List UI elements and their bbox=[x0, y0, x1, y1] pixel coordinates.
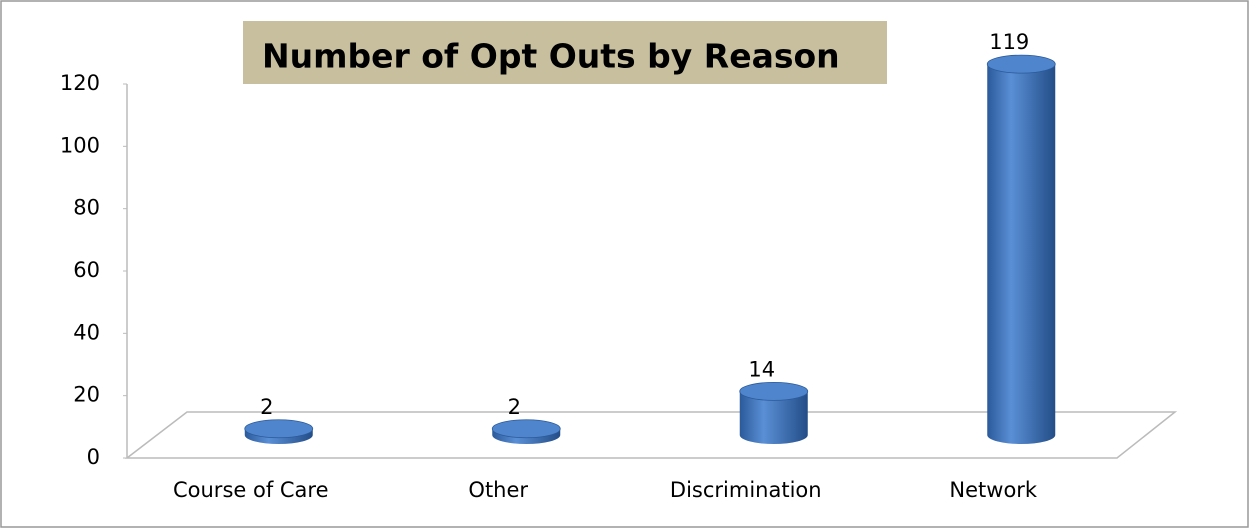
bar-top bbox=[491, 419, 561, 439]
bar-top bbox=[986, 54, 1056, 74]
bar bbox=[987, 64, 1056, 444]
bar-top bbox=[739, 381, 809, 401]
data-label: 2 bbox=[508, 395, 521, 419]
floor bbox=[124, 411, 1178, 459]
x-tick-label: Network bbox=[949, 478, 1038, 502]
bar bbox=[739, 391, 808, 444]
y-tick-label: 0 bbox=[87, 445, 100, 469]
y-tick-label: 20 bbox=[73, 383, 100, 407]
y-tick-label: 80 bbox=[73, 196, 100, 220]
x-tick-label: Discrimination bbox=[670, 478, 822, 502]
x-tick-label: Other bbox=[468, 478, 528, 502]
y-tick-label: 60 bbox=[73, 258, 100, 282]
y-tick-label: 100 bbox=[60, 133, 100, 157]
x-tick-label: Course of Care bbox=[173, 478, 329, 502]
data-label: 14 bbox=[748, 357, 775, 381]
data-label: 119 bbox=[989, 30, 1029, 54]
data-label: 2 bbox=[260, 395, 273, 419]
title-box bbox=[243, 21, 887, 84]
y-tick-label: 120 bbox=[60, 71, 100, 95]
bar-top bbox=[244, 419, 314, 439]
y-tick-label: 40 bbox=[73, 320, 100, 344]
chart-title: Number of Opt Outs by Reason bbox=[262, 37, 840, 76]
